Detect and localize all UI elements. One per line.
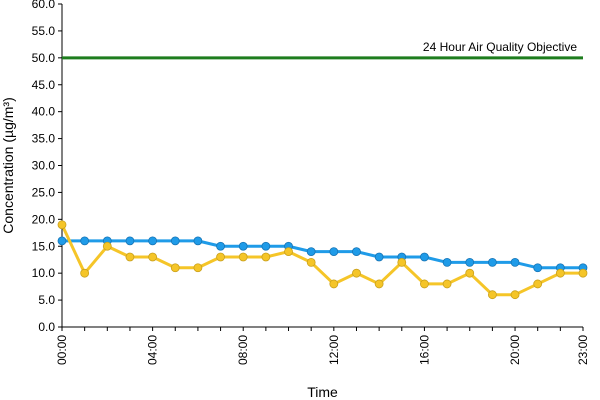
series-group — [57, 220, 588, 300]
series-2-point — [442, 279, 452, 289]
series-1-point — [442, 257, 452, 267]
y-tick-label: 60.0 — [32, 0, 56, 11]
series-1-point — [238, 241, 248, 251]
x-tick-label: 08:00 — [236, 335, 250, 365]
series-2-point — [102, 241, 112, 251]
series-1-point — [57, 236, 67, 246]
x-tick-label: 23:00 — [576, 335, 590, 365]
x-axis-title: Time — [307, 384, 338, 400]
y-tick-label: 0.0 — [38, 320, 55, 334]
series-1-point — [306, 247, 316, 257]
series-2-line — [60, 224, 583, 297]
series-1-point — [170, 236, 180, 246]
reference-line-group: 24 Hour Air Quality Objective — [62, 40, 583, 60]
series-2-point — [465, 268, 475, 278]
series-2-point — [57, 220, 67, 230]
y-tick-label: 30.0 — [32, 159, 56, 173]
series-2-point — [533, 279, 543, 289]
y-tick-label: 40.0 — [32, 105, 56, 119]
y-tick-label: 50.0 — [32, 51, 56, 65]
series-1-point — [329, 247, 339, 257]
series-1-point — [465, 257, 475, 267]
series-2-point — [216, 252, 225, 262]
series-2-point — [148, 252, 158, 262]
series-2-point — [125, 252, 135, 262]
x-tick-label: 16:00 — [417, 335, 431, 365]
series-2-point — [329, 279, 339, 289]
series-1-point — [374, 252, 384, 262]
series-2-point — [374, 279, 384, 289]
y-tick-label: 15.0 — [32, 239, 56, 253]
y-tick-label: 10.0 — [32, 266, 56, 280]
series-2-point — [510, 290, 520, 300]
x-axis-ticks: 00:00 04:00 08:00 12:00 16:00 20:00 23:00 — [55, 327, 590, 365]
series-1-point — [148, 236, 158, 246]
y-tick-label: 5.0 — [38, 293, 55, 307]
series-1-point — [80, 236, 90, 246]
series-2-point — [261, 252, 271, 262]
series-2-point — [555, 268, 565, 278]
series-2-point — [397, 257, 407, 267]
x-tick-label: 04:00 — [146, 335, 160, 365]
series-2 — [57, 220, 588, 300]
series-2-point — [80, 268, 90, 278]
series-1-point — [420, 252, 429, 262]
air-quality-objective-label: 24 Hour Air Quality Objective — [423, 40, 577, 54]
series-2-point — [284, 247, 293, 257]
y-axis-ticks: 0.0 5.0 10.0 15.0 20.0 25.0 30.0 35.0 40.0 45.0 50… — [32, 0, 62, 334]
series-2-point — [238, 252, 248, 262]
series-1 — [57, 236, 588, 273]
x-tick-label: 00:00 — [55, 335, 69, 365]
series-2-point — [170, 263, 180, 273]
x-tick-label: 20:00 — [508, 335, 522, 365]
series-2-point — [193, 263, 203, 273]
series-1-point — [533, 263, 543, 273]
series-1-point — [216, 241, 225, 251]
series-2-point — [352, 268, 361, 278]
series-2-point — [306, 257, 316, 267]
y-tick-label: 55.0 — [32, 24, 56, 38]
series-1-point — [261, 241, 271, 251]
series-1-line — [62, 239, 583, 270]
series-2-point — [578, 268, 588, 278]
series-1-point — [487, 257, 497, 267]
series-1-point — [193, 236, 203, 246]
y-axis-title: Concentration (µg/m³) — [0, 97, 16, 233]
series-2-point — [420, 279, 429, 289]
series-1-point — [125, 236, 135, 246]
series-2-point — [487, 290, 497, 300]
y-tick-label: 20.0 — [32, 212, 56, 226]
series-1-point — [352, 247, 361, 257]
x-tick-label: 12:00 — [327, 335, 341, 365]
y-tick-label: 45.0 — [32, 78, 56, 92]
y-tick-label: 25.0 — [32, 185, 56, 199]
y-tick-label: 35.0 — [32, 132, 56, 146]
series-1-point — [510, 257, 520, 267]
